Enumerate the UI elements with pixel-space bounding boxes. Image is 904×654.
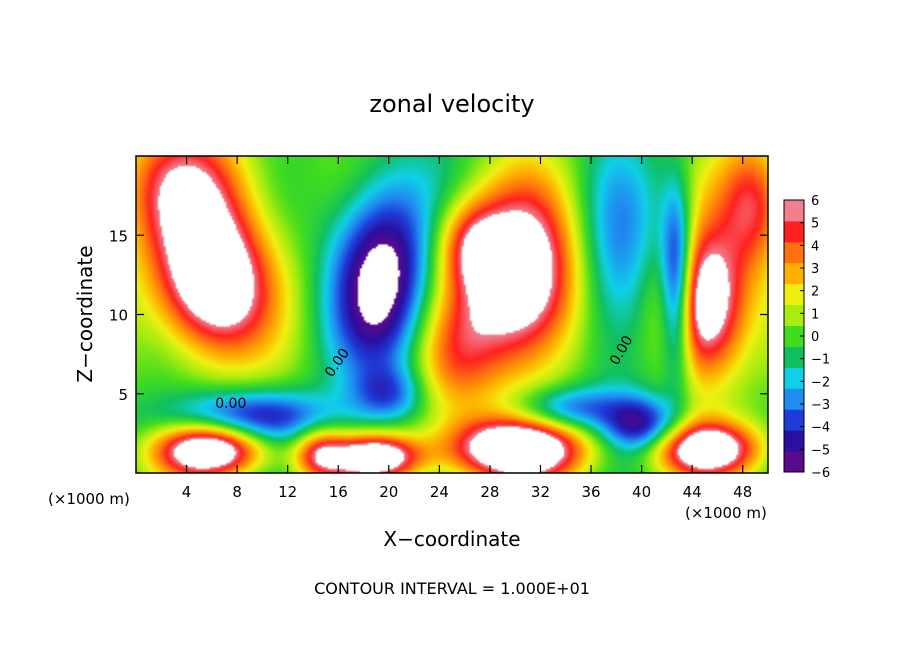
colorbar-swatches	[784, 200, 804, 473]
colorbar-swatch	[784, 409, 804, 431]
colorbar-swatch	[784, 367, 804, 389]
chart-title: zonal velocity	[369, 90, 534, 118]
heatmap-field	[136, 156, 768, 473]
colorbar-swatch	[784, 241, 804, 264]
y-axis-label: Z−coordinate	[73, 245, 97, 382]
x-tick-label: 24	[430, 483, 449, 501]
x-tick-label: 48	[733, 483, 752, 501]
colorbar-swatch	[784, 262, 804, 285]
colorbar: 6 5 4 3 2 1 0 −1 −2 −3 −4 −5 −6	[783, 194, 830, 481]
contour-interval-note: CONTOUR INTERVAL = 1.000E+01	[314, 579, 590, 598]
x-tick-label: 36	[581, 483, 600, 501]
y-tick-label: 10	[109, 307, 128, 325]
colorbar-tick-label: −1	[811, 353, 830, 368]
colorbar-swatch	[784, 304, 804, 327]
x-tick-label: 12	[278, 483, 297, 501]
colorbar-swatch	[784, 283, 804, 306]
x-tick-label: 40	[632, 483, 651, 501]
x-tick-label: 44	[683, 483, 702, 501]
x-tick-label: 4	[182, 483, 192, 501]
y-tick-label: 5	[118, 386, 128, 404]
y-axis-ticks: 5 10 15	[109, 227, 768, 404]
colorbar-tick-label: 0	[811, 330, 819, 345]
colorbar-tick-label: 3	[811, 262, 819, 277]
colorbar-swatch	[784, 451, 804, 473]
colorbar-tick-label: 1	[811, 307, 819, 322]
x-unit-left: (×1000 m)	[48, 490, 130, 508]
x-tick-label: 16	[329, 483, 348, 501]
x-tick-label: 8	[232, 483, 242, 501]
colorbar-tick-label: −6	[811, 466, 830, 481]
x-tick-label: 28	[480, 483, 499, 501]
colorbar-tick-label: 6	[811, 194, 819, 209]
plot-area: 0.000.000.00 4 8 12 16 20 24 28 32 36 40 44 48 5101…	[109, 155, 769, 501]
colorbar-swatch	[784, 220, 804, 243]
colorbar-tick-label: 5	[811, 217, 819, 232]
contour-label: 0.00	[215, 396, 246, 412]
y-tick-label: 15	[109, 227, 128, 245]
x-tick-label: 32	[531, 483, 550, 501]
colorbar-swatch	[784, 388, 804, 410]
colorbar-swatch	[784, 430, 804, 452]
colorbar-swatch	[784, 200, 804, 222]
colorbar-tick-label: −5	[811, 443, 830, 458]
colorbar-tick-label: −3	[811, 398, 830, 413]
x-axis-ticks: 4 8 12 16 20 24 28 32 36 40 44 48	[182, 156, 752, 501]
x-unit-right: (×1000 m)	[685, 504, 767, 522]
colorbar-tick-label: −4	[811, 421, 830, 436]
colorbar-tick-label: 4	[811, 239, 819, 254]
colorbar-swatch	[784, 346, 804, 368]
colorbar-tick-label: 2	[811, 285, 819, 300]
colorbar-labels: 6 5 4 3 2 1 0 −1 −2 −3 −4 −5 −6	[800, 194, 830, 481]
x-axis-label: X−coordinate	[383, 527, 520, 551]
colorbar-tick-label: −2	[811, 375, 830, 390]
x-tick-label: 20	[379, 483, 398, 501]
colorbar-swatch	[784, 325, 804, 347]
